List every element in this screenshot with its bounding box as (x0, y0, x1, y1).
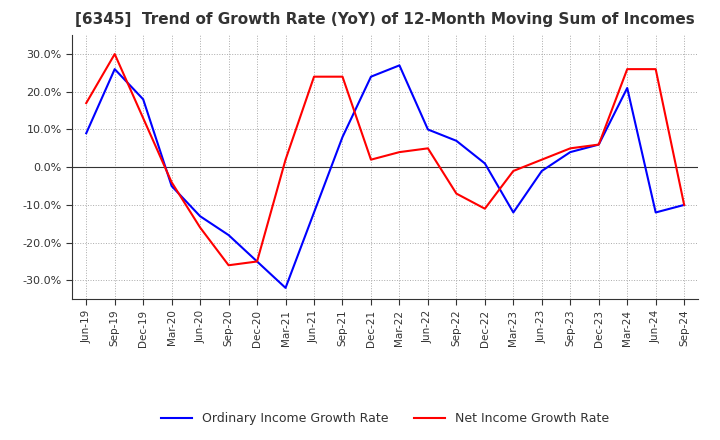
Ordinary Income Growth Rate (282, 285, 290, 290)
Ordinary Income Growth Rate (110, 66, 119, 72)
Ordinary Income Growth Rate (623, 85, 631, 91)
Ordinary Income Growth Rate (253, 259, 261, 264)
Ordinary Income Growth Rate (225, 232, 233, 238)
Net Income Growth Rate (310, 74, 318, 79)
Ordinary Income Growth Rate (167, 183, 176, 189)
Net Income Growth Rate (167, 180, 176, 185)
Net Income Growth Rate (423, 146, 432, 151)
Ordinary Income Growth Rate (509, 210, 518, 215)
Ordinary Income Growth Rate (537, 169, 546, 174)
Ordinary Income Growth Rate (139, 97, 148, 102)
Net Income Growth Rate (395, 150, 404, 155)
Ordinary Income Growth Rate (680, 202, 688, 208)
Ordinary Income Growth Rate (310, 210, 318, 215)
Ordinary Income Growth Rate (82, 131, 91, 136)
Ordinary Income Growth Rate (395, 63, 404, 68)
Ordinary Income Growth Rate (452, 138, 461, 143)
Net Income Growth Rate (652, 66, 660, 72)
Ordinary Income Growth Rate (595, 142, 603, 147)
Line: Net Income Growth Rate: Net Income Growth Rate (86, 54, 684, 265)
Net Income Growth Rate (680, 202, 688, 208)
Net Income Growth Rate (595, 142, 603, 147)
Legend: Ordinary Income Growth Rate, Net Income Growth Rate: Ordinary Income Growth Rate, Net Income … (156, 407, 614, 430)
Net Income Growth Rate (623, 66, 631, 72)
Title: [6345]  Trend of Growth Rate (YoY) of 12-Month Moving Sum of Incomes: [6345] Trend of Growth Rate (YoY) of 12-… (76, 12, 695, 27)
Net Income Growth Rate (225, 263, 233, 268)
Ordinary Income Growth Rate (423, 127, 432, 132)
Net Income Growth Rate (566, 146, 575, 151)
Ordinary Income Growth Rate (366, 74, 375, 79)
Net Income Growth Rate (537, 157, 546, 162)
Line: Ordinary Income Growth Rate: Ordinary Income Growth Rate (86, 66, 684, 288)
Ordinary Income Growth Rate (566, 150, 575, 155)
Net Income Growth Rate (253, 259, 261, 264)
Ordinary Income Growth Rate (338, 134, 347, 139)
Net Income Growth Rate (282, 157, 290, 162)
Ordinary Income Growth Rate (652, 210, 660, 215)
Net Income Growth Rate (480, 206, 489, 211)
Net Income Growth Rate (139, 116, 148, 121)
Ordinary Income Growth Rate (480, 161, 489, 166)
Net Income Growth Rate (110, 51, 119, 57)
Net Income Growth Rate (82, 100, 91, 106)
Net Income Growth Rate (452, 191, 461, 196)
Net Income Growth Rate (366, 157, 375, 162)
Net Income Growth Rate (196, 225, 204, 230)
Net Income Growth Rate (338, 74, 347, 79)
Ordinary Income Growth Rate (196, 213, 204, 219)
Net Income Growth Rate (509, 169, 518, 174)
